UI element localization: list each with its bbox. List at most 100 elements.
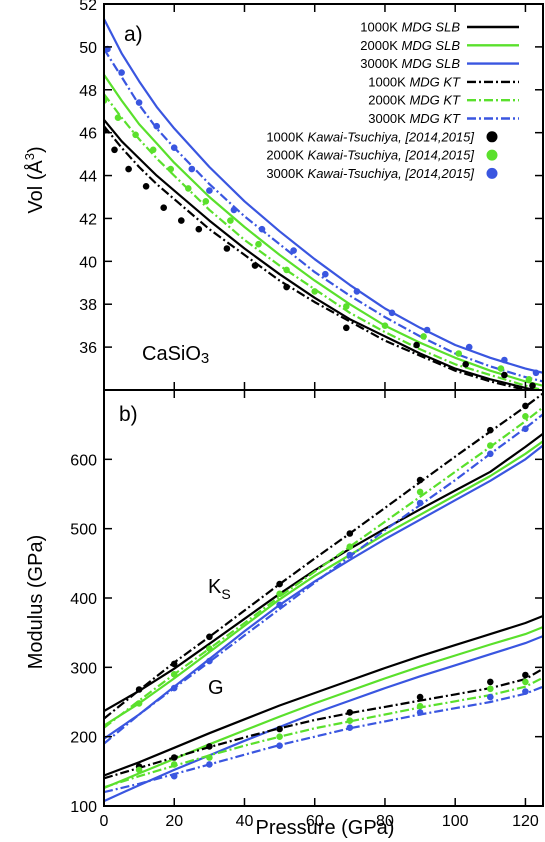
data-point-b-17-0 <box>170 772 178 780</box>
panel-a-label: a) <box>124 23 143 46</box>
panel-a-axes: 36 38 40 42 44 46 48 50 52 <box>79 0 544 391</box>
y-tick-label-a-38: 38 <box>79 297 97 314</box>
legend-swatch-7 <box>486 149 498 161</box>
legend-label-8: 3000K Kawai-Tsuchiya, [2014,2015] <box>266 166 474 181</box>
data-point-b-6-5 <box>416 476 424 484</box>
data-point-b-8-5 <box>487 450 494 458</box>
data-point-a-8-8 <box>258 225 266 233</box>
data-point-a-7-5 <box>185 185 192 192</box>
y-tick-label-a-36: 36 <box>79 340 97 357</box>
data-point-a-7-14 <box>455 350 463 357</box>
data-point-a-6-9 <box>283 283 290 291</box>
data-point-a-7-13 <box>420 333 427 340</box>
panel-a-lines <box>104 18 543 390</box>
y-tick-label-a-52: 52 <box>79 0 97 14</box>
data-point-b-16-0 <box>135 766 143 774</box>
y-tick-label-a-50: 50 <box>79 40 97 57</box>
data-point-b-6-7 <box>522 402 529 410</box>
x-tick-label-20: 20 <box>165 813 183 830</box>
data-point-b-6-1 <box>170 660 178 668</box>
series-line-b-10 <box>104 626 543 790</box>
data-point-b-7-2 <box>206 645 213 652</box>
series-line-a-2 <box>104 18 543 374</box>
data-point-a-7-4 <box>167 165 174 173</box>
data-point-b-8-6 <box>522 425 529 433</box>
data-point-b-15-5 <box>416 693 424 701</box>
data-point-a-7-1 <box>114 114 122 121</box>
x-tick-label-40: 40 <box>236 813 254 830</box>
x-tick-label-80: 80 <box>376 813 394 830</box>
data-point-b-6-2 <box>206 633 213 641</box>
data-point-b-17-2 <box>276 742 283 749</box>
data-point-b-15-6 <box>487 678 494 686</box>
panel-b-label: b) <box>119 403 138 426</box>
data-point-a-6-4 <box>160 204 167 211</box>
series-line-b-2 <box>104 444 543 740</box>
series-line-b-9 <box>104 614 543 777</box>
data-point-b-17-6 <box>522 688 529 695</box>
data-point-a-6-8 <box>251 262 259 269</box>
plot-frame-b <box>103 389 544 807</box>
data-point-a-8-10 <box>322 270 329 278</box>
panel-b-axes: 100 200 300 400 500 600 0 20 40 60 80 100 120 <box>70 389 544 830</box>
data-point-b-8-1 <box>206 657 213 665</box>
legend-label-6: 1000K Kawai-Tsuchiya, [2014,2015] <box>266 129 474 144</box>
x-tick-label-120: 120 <box>512 813 539 830</box>
data-point-a-7-10 <box>311 288 319 295</box>
data-point-b-17-5 <box>487 693 494 701</box>
data-point-b-6-3 <box>276 580 283 588</box>
data-point-a-7-16 <box>525 376 533 383</box>
y-tick-label-a-46: 46 <box>79 126 97 143</box>
data-point-a-6-3 <box>142 183 150 190</box>
y-tick-label-a-42: 42 <box>79 211 97 228</box>
data-point-b-8-3 <box>346 551 354 559</box>
series-line-a-1 <box>104 74 543 387</box>
series-line-b-12 <box>104 667 543 780</box>
data-point-b-7-6 <box>487 442 494 449</box>
y-tick-label-b-100: 100 <box>70 799 97 816</box>
data-point-a-7-3 <box>149 146 157 154</box>
data-point-b-15-3 <box>276 725 283 733</box>
series-line-b-5 <box>104 413 543 745</box>
legend: 1000K MDG SLB 2000K MDG SLB 3000K MDG SLB 1… <box>266 20 519 181</box>
series-line-a-3 <box>104 125 531 390</box>
data-point-b-7-7 <box>522 413 529 420</box>
series-line-b-0 <box>104 432 543 712</box>
data-point-b-7-5 <box>416 488 424 496</box>
data-point-a-6-7 <box>223 245 231 252</box>
data-point-a-6-2 <box>125 165 132 173</box>
data-point-b-7-1 <box>170 671 178 678</box>
y-axis-title-b: Modulus (GPa) <box>25 535 47 670</box>
x-tick-label-60: 60 <box>306 813 324 830</box>
ks-label: KS <box>208 576 231 602</box>
y-tick-label-b-200: 200 <box>70 730 97 747</box>
panel-b-lines <box>104 392 543 803</box>
data-point-b-16-1 <box>170 761 178 768</box>
legend-label-1: 2000K MDG SLB <box>360 38 460 53</box>
data-point-a-8-14 <box>465 343 473 351</box>
data-point-a-7-7 <box>227 217 234 224</box>
y-tick-label-b-600: 600 <box>70 452 97 469</box>
legend-swatch-6 <box>486 131 498 143</box>
x-axis-title: Pressure (GPa) <box>256 817 395 839</box>
legend-label-4: 2000K MDG KT <box>368 93 461 108</box>
data-point-a-6-5 <box>178 217 185 224</box>
data-point-b-7-4 <box>346 543 354 550</box>
y-tick-label-b-300: 300 <box>70 660 97 677</box>
y-tick-label-a-40: 40 <box>79 254 97 271</box>
data-point-b-8-2 <box>276 601 283 609</box>
data-point-a-7-12 <box>381 322 389 330</box>
plot-frame-a <box>103 3 544 391</box>
data-point-b-8-4 <box>416 499 424 507</box>
data-point-a-7-15 <box>497 365 505 372</box>
data-point-b-15-1 <box>170 754 178 761</box>
data-point-a-7-2 <box>132 131 139 139</box>
data-point-a-8-9 <box>290 247 297 254</box>
data-point-b-16-2 <box>206 754 213 761</box>
data-point-b-16-7 <box>522 678 529 686</box>
y-tick-label-a-48: 48 <box>79 83 97 100</box>
series-line-b-11 <box>104 635 543 803</box>
data-point-b-15-2 <box>206 743 213 750</box>
series-line-b-14 <box>104 685 543 794</box>
